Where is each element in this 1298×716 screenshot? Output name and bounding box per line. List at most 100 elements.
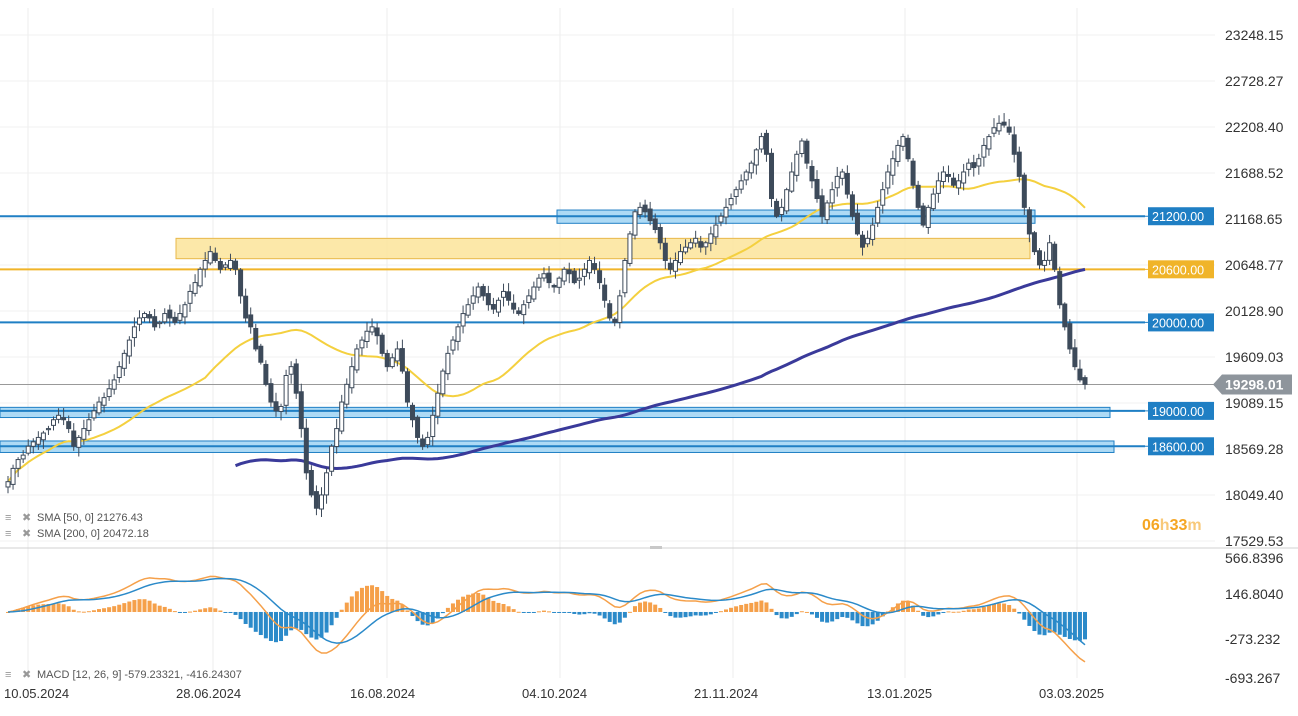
macd-hist-183 — [931, 611, 936, 617]
macd-hist-88 — [450, 603, 455, 612]
candle-body-139 — [708, 233, 714, 244]
candle-body-201 — [1021, 174, 1027, 208]
macd-hist-201 — [1022, 611, 1027, 620]
candle-body-168 — [854, 212, 860, 235]
macd-hist-56 — [289, 611, 294, 631]
candle-body-4 — [25, 445, 31, 454]
macd-hist-20 — [107, 607, 112, 612]
macd-hist-52 — [268, 611, 273, 641]
candle-body-179 — [910, 160, 916, 186]
candle-body-16 — [86, 419, 92, 431]
macd-hist-163 — [830, 611, 835, 622]
macd-hist-166 — [845, 611, 850, 618]
macd-hist-136 — [693, 611, 698, 616]
candle-body-175 — [890, 158, 896, 176]
macd-hist-62 — [319, 611, 324, 638]
macd-hist-14 — [76, 611, 81, 613]
macd-hist-68 — [349, 596, 354, 612]
macd-line — [7, 575, 1086, 663]
macd-hist-200 — [1017, 611, 1022, 614]
candle-body-18 — [96, 401, 102, 414]
level-labels: 21200.00 20600.00 20000.00 19000.00 18600.00… — [1110, 207, 1292, 534]
macd-hist-191 — [971, 609, 976, 612]
price-tick-label-11: 17529.53 — [1225, 533, 1284, 549]
macd-hist-170 — [865, 611, 870, 627]
candle-body-104 — [531, 286, 537, 300]
macd-hist-135 — [688, 611, 693, 617]
candle-body-30 — [157, 321, 163, 325]
sma-lines — [7, 178, 1086, 483]
macd-hist-165 — [840, 611, 845, 618]
candle-body-79 — [404, 371, 410, 403]
candle-body-159 — [809, 165, 815, 182]
candle-body-191 — [971, 162, 977, 169]
candle-body-68 — [349, 366, 355, 389]
macd-hist-168 — [855, 611, 860, 624]
candle-body-22 — [116, 366, 122, 379]
macd-hist-105 — [536, 611, 541, 613]
macd-hist-140 — [713, 611, 718, 613]
candle-body-47 — [243, 295, 249, 319]
macd-hist-212 — [1077, 611, 1082, 641]
candle-body-128 — [652, 218, 658, 230]
candle-body-98 — [501, 290, 507, 298]
macd-hist-44 — [228, 611, 233, 614]
candle-body-56 — [288, 366, 294, 375]
macd-hist-202 — [1027, 611, 1032, 626]
level-label-21200.00: 21200.00 — [1152, 210, 1204, 224]
macd-hist-29 — [152, 603, 157, 612]
grid — [0, 8, 1298, 678]
price-tick-label-1: 22728.27 — [1225, 73, 1284, 89]
x-tick-label-1: 28.06.2024 — [176, 686, 241, 701]
macd-hist-127 — [648, 602, 653, 612]
macd-hist-32 — [167, 608, 172, 612]
macd-hist-128 — [653, 604, 658, 612]
candle-body-51 — [263, 363, 269, 385]
price-tick-label-7: 19609.03 — [1225, 349, 1284, 365]
price-tick-label-3: 21688.52 — [1225, 165, 1284, 181]
macd-hist-185 — [941, 611, 946, 613]
candle-body-24 — [126, 339, 132, 357]
countdown-part-1: h — [1160, 517, 1170, 534]
macd-hist-143 — [729, 607, 734, 612]
candle-body-80 — [410, 404, 416, 421]
legend-icon-settings-0: ≡ — [5, 512, 11, 524]
candle-body-185 — [940, 171, 946, 183]
candle-body-127 — [647, 208, 653, 222]
macd-hist-36 — [188, 611, 193, 613]
candle-body-167 — [849, 194, 855, 217]
macd-hist-67 — [344, 602, 349, 612]
macd-hist-155 — [789, 611, 794, 617]
macd-hist-145 — [739, 604, 744, 612]
macd-hist-188 — [956, 611, 961, 613]
candle-body-152 — [774, 200, 780, 217]
macd-hist-25 — [132, 600, 137, 612]
level-label-19000.00: 19000.00 — [1152, 405, 1204, 419]
macd-hist-180 — [916, 610, 921, 612]
candle-body-5 — [30, 441, 36, 447]
macd-tick-label-1: 146.8040 — [1225, 586, 1284, 602]
current-price-badge — [1213, 374, 1292, 395]
legend-icon-close-1: ✖ — [22, 528, 31, 540]
macd-hist-157 — [799, 611, 804, 613]
macd-hist-114 — [582, 611, 587, 615]
x-tick-label-5: 13.01.2025 — [867, 686, 932, 701]
candle-body-161 — [819, 195, 825, 217]
candle-body-66 — [339, 401, 345, 432]
candle-body-186 — [945, 173, 951, 177]
candle-body-144 — [733, 189, 739, 197]
macd-hist-179 — [911, 605, 916, 612]
candle-body-86 — [440, 370, 446, 395]
candle-body-121 — [617, 295, 623, 323]
macd-hist-98 — [501, 604, 506, 612]
candle-body-142 — [723, 206, 729, 218]
candle-body-19 — [101, 397, 107, 406]
level-badge-18600.00 — [1148, 437, 1214, 456]
x-tick-label-0: 10.05.2024 — [4, 686, 69, 701]
candle-body-20 — [106, 388, 112, 398]
macd-hist-106 — [541, 610, 546, 612]
candle-body-115 — [586, 259, 592, 274]
candle-body-64 — [329, 445, 335, 472]
candle-body-0 — [5, 481, 11, 488]
